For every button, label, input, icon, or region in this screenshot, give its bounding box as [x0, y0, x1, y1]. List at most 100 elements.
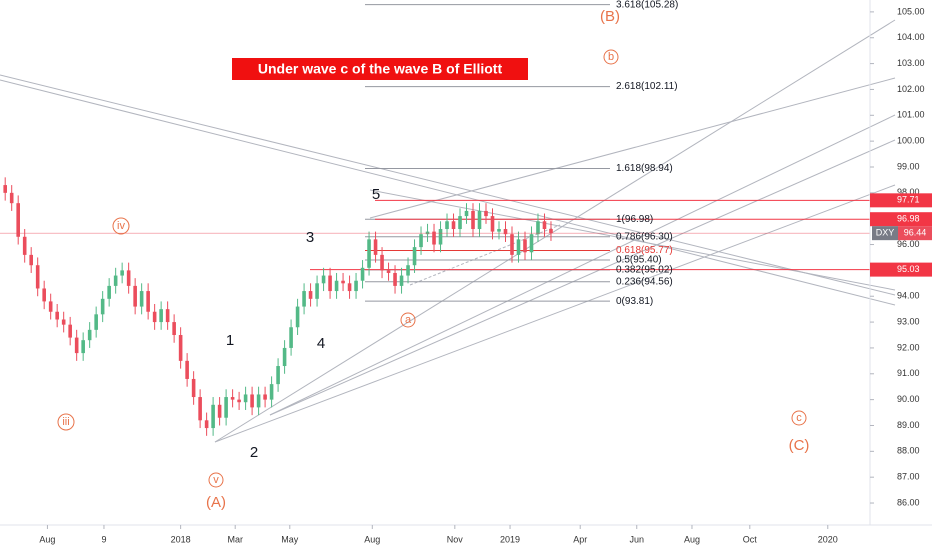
- wave-circle: [603, 49, 619, 65]
- wave-circle: [400, 312, 416, 328]
- wave-label: c: [796, 412, 802, 424]
- candle-body: [373, 239, 378, 255]
- y-tick-label: 88.00: [897, 446, 920, 456]
- fib-label: 0.236(94.56): [616, 276, 673, 287]
- wave-label: v: [213, 474, 219, 486]
- candle-body: [263, 394, 267, 400]
- y-tick-label: 89.00: [897, 420, 920, 430]
- y-tick-label: 96.00: [897, 239, 920, 249]
- candle-body: [536, 221, 540, 235]
- fib-label: 0.618(95.77): [616, 245, 673, 256]
- wave-label: (B): [600, 8, 620, 25]
- candle-body: [360, 267, 365, 281]
- x-tick-label: Oct: [743, 534, 758, 544]
- trend-line: [214, 184, 896, 443]
- candle-body: [61, 319, 66, 325]
- price-tag: [870, 193, 932, 208]
- chart-title: Under wave c of the wave B of Elliott: [258, 61, 503, 77]
- candle-body: [282, 347, 287, 367]
- candle-body: [178, 335, 183, 361]
- candle-body: [302, 291, 306, 307]
- candle-body: [204, 420, 209, 429]
- candle-body: [133, 285, 137, 307]
- candle-body: [35, 265, 40, 289]
- candle-body: [341, 280, 345, 284]
- candle-body: [152, 311, 157, 323]
- candle-body: [126, 270, 131, 286]
- x-tick-label: Aug: [39, 534, 55, 544]
- x-tick-label: 2020: [818, 534, 838, 544]
- candle-body: [55, 311, 59, 320]
- candle-body: [230, 397, 235, 400]
- title-box: [232, 58, 528, 80]
- x-tick-label: 2019: [500, 534, 520, 544]
- candle-body: [367, 239, 371, 268]
- trend-line: [369, 189, 896, 291]
- candle-body: [445, 221, 449, 230]
- candle-body: [510, 234, 514, 255]
- plot: [0, 4, 870, 436]
- wave-label: 3: [306, 229, 314, 246]
- candle-body: [477, 210, 482, 230]
- candle-body: [29, 254, 33, 266]
- candle-body: [399, 275, 404, 286]
- candle-body: [542, 221, 547, 230]
- wave-circle: [112, 217, 130, 235]
- y-tick-label: 86.00: [897, 497, 920, 507]
- candle-body: [334, 280, 339, 292]
- candle-body: [198, 397, 202, 421]
- wave-label: (A): [206, 494, 226, 511]
- candle-body: [22, 236, 27, 255]
- y-tick-label: 104.00: [897, 32, 925, 42]
- candle-body: [289, 327, 293, 348]
- fib-label: 2.618(102.11): [616, 81, 678, 92]
- wave-circle: [791, 410, 807, 426]
- candle-body: [48, 301, 53, 312]
- candle-body: [432, 231, 436, 245]
- last-price-label: 96.44: [904, 228, 927, 238]
- candle-body: [172, 322, 176, 336]
- candle-body: [185, 360, 189, 379]
- candle-body: [321, 275, 326, 284]
- x-tick-label: Aug: [364, 534, 380, 544]
- candle-body: [438, 229, 443, 245]
- fib-label: 0.5(95.40): [616, 255, 662, 266]
- candle-body: [211, 404, 215, 429]
- candle-body: [308, 291, 313, 299]
- candle-body: [406, 265, 410, 276]
- candle-body: [165, 309, 170, 323]
- wave-label: 5: [372, 186, 380, 203]
- wave-circle: [208, 472, 224, 488]
- price-tag-label: 95.03: [897, 264, 920, 274]
- trend-line: [269, 139, 896, 416]
- candle-body: [484, 210, 488, 217]
- y-tick-label: 100.00: [897, 136, 925, 146]
- y-tick-label: 99.00: [897, 161, 920, 171]
- trend-line: [269, 114, 896, 416]
- candle-body: [16, 203, 20, 237]
- fib-label: 0(93.81): [616, 296, 653, 307]
- candle-body: [159, 309, 163, 323]
- wave-label: iv: [117, 220, 125, 232]
- y-tick-label: 87.00: [897, 472, 920, 482]
- price-tag: [870, 262, 932, 277]
- candle-body: [295, 306, 300, 328]
- candle-body: [354, 280, 358, 292]
- y-tick-label: 105.00: [897, 6, 925, 16]
- candle-body: [276, 366, 280, 385]
- candle-body: [458, 216, 462, 230]
- candle-body: [529, 234, 534, 253]
- x-tick-label: Jun: [629, 534, 644, 544]
- candle-body: [516, 239, 521, 255]
- candle-body: [42, 288, 46, 302]
- trend-line: [214, 19, 896, 443]
- price-tag-label: 97.71: [897, 195, 920, 205]
- fib-label: 1(96.98): [616, 214, 653, 225]
- candle-body: [393, 272, 397, 286]
- candle-body: [315, 283, 319, 299]
- candle-body: [100, 298, 105, 315]
- wave-label: iii: [62, 416, 69, 428]
- y-tick-label: 102.00: [897, 84, 925, 94]
- candle-body: [237, 399, 241, 403]
